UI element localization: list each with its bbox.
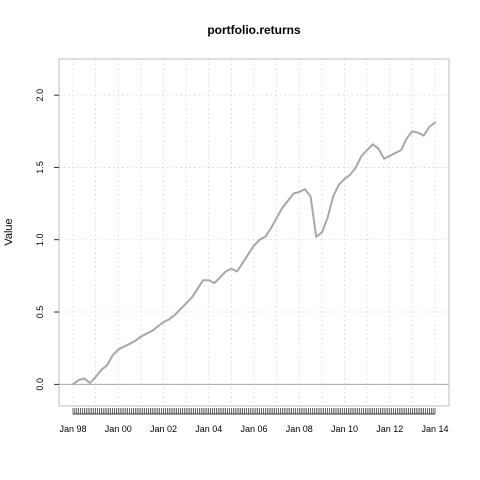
y-tick-label: 1.0 (35, 233, 45, 246)
x-tick-label: Jan 98 (59, 424, 86, 434)
y-tick-label: 2.0 (35, 89, 45, 102)
y-tick-label: 1.5 (35, 161, 45, 174)
x-tick-label: Jan 02 (150, 424, 177, 434)
x-tick-label: Jan 12 (376, 424, 403, 434)
y-tick-label: 0.0 (35, 378, 45, 391)
y-tick-label: 0.5 (35, 306, 45, 319)
x-tick-label: Jan 10 (331, 424, 358, 434)
x-tick-label: Jan 14 (421, 424, 448, 434)
y-axis: 0.0 0.5 1.0 1.5 2.0 (35, 89, 59, 391)
chart-title: portfolio.returns (207, 23, 301, 37)
x-tick-label: Jan 00 (105, 424, 132, 434)
x-tick-label: Jan 06 (240, 424, 267, 434)
x-tick-label: Jan 04 (195, 424, 222, 434)
y-axis-title: Value (3, 218, 15, 245)
x-tick-label: Jan 08 (286, 424, 313, 434)
plot-frame (58, 58, 450, 407)
series-line (72, 121, 436, 386)
x-axis: Jan 98 Jan 00 Jan 02 Jan 04 Jan 06 Jan 08 Jan … (59, 408, 449, 434)
grid-lines (59, 59, 449, 406)
